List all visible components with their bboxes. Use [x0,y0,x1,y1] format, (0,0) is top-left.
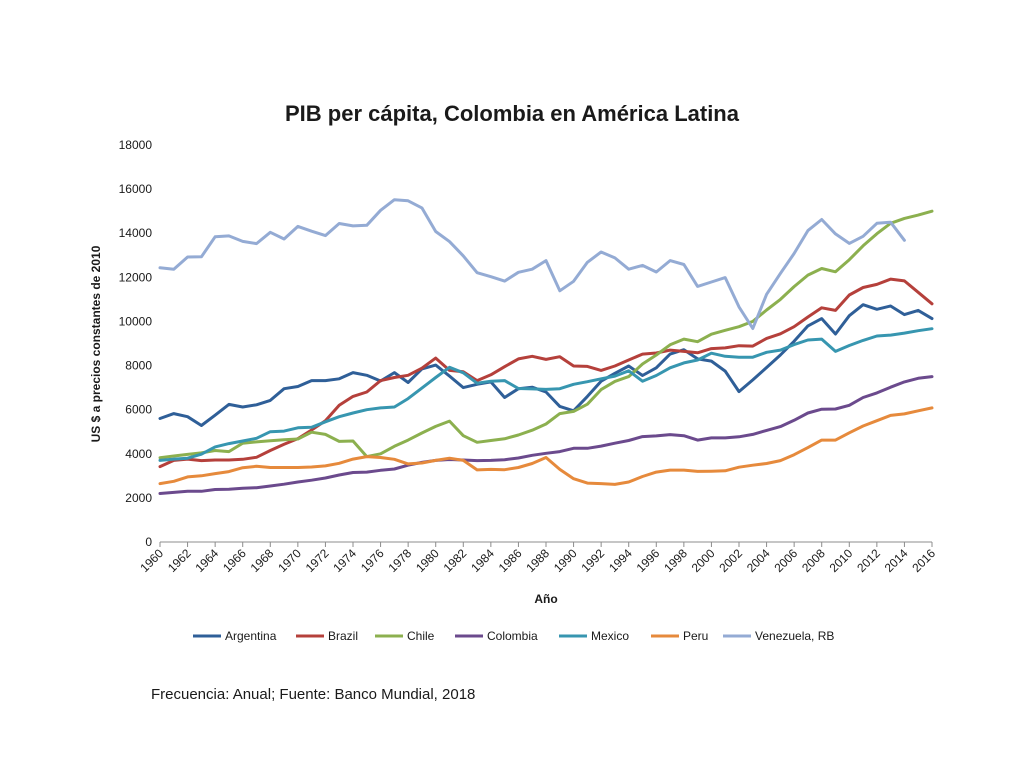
x-tick-label: 1994 [606,546,635,575]
series-line-argentina [158,303,934,427]
y-tick-label: 2000 [125,491,152,505]
legend-label-venezuela-rb: Venezuela, RB [755,629,834,643]
x-tick-label: 1976 [358,546,387,575]
x-axis-ticks: 1960196219641966196819701972197419761978… [137,542,938,575]
x-tick-label: 1990 [551,546,580,575]
x-tick-label: 1986 [496,546,525,575]
x-tick-label: 1984 [468,546,497,575]
x-tick-label: 1992 [578,546,607,575]
x-tick-label: 2000 [689,546,718,575]
x-tick-label: 1960 [137,546,166,575]
series-line-mexico [158,327,934,462]
x-tick-label: 1998 [661,546,690,575]
y-tick-label: 6000 [125,403,152,417]
x-tick-label: 1968 [248,546,277,575]
x-tick-label: 2006 [771,546,800,575]
legend-label-argentina: Argentina [225,629,277,643]
x-tick-label: 1996 [634,546,663,575]
x-tick-label: 1982 [441,546,470,575]
source-note: Frecuencia: Anual; Fuente: Banco Mundial… [151,686,476,703]
y-tick-label: 8000 [125,359,152,373]
x-tick-label: 1978 [385,546,414,575]
chart-title: PIB per cápita, Colombia en América Lati… [285,101,740,126]
x-tick-label: 1988 [523,546,552,575]
y-axis-title: US $ a precios constantes de 2010 [89,245,103,442]
y-axis-ticks: 0 2000 4000 6000 8000 10000 12000 14000 16000 180… [119,138,153,549]
x-tick-label: 1962 [165,546,194,575]
legend-label-chile: Chile [407,629,435,643]
x-tick-label: 2002 [716,546,745,575]
x-tick-label: 2008 [799,546,828,575]
y-tick-label: 14000 [119,226,153,240]
series-line-peru [158,406,934,486]
x-tick-label: 1980 [413,546,442,575]
x-tick-label: 2016 [909,546,938,575]
legend-label-colombia: Colombia [487,629,538,643]
y-tick-label: 10000 [119,314,153,328]
x-tick-label: 1966 [220,546,249,575]
y-tick-label: 12000 [119,270,153,284]
x-tick-label: 2014 [882,546,911,575]
legend-label-peru: Peru [683,629,708,643]
legend-label-mexico: Mexico [591,629,629,643]
series-line-chile [158,209,934,460]
series-line-brazil [158,277,934,469]
series-line-venezuela-rb [158,198,906,330]
legend: Argentina Brazil Chile Colombia Mexico Peru Ve… [193,629,834,643]
x-tick-label: 2004 [744,546,773,575]
y-tick-label: 4000 [125,447,152,461]
y-tick-label: 18000 [119,138,153,152]
x-axis-title: Año [534,592,557,606]
legend-label-brazil: Brazil [328,629,358,643]
x-tick-label: 2010 [827,546,856,575]
x-tick-label: 2012 [854,546,883,575]
x-tick-label: 1972 [303,546,332,575]
series-line-colombia [158,375,934,495]
y-tick-label: 16000 [119,182,153,196]
series-lines [158,198,934,495]
y-tick-label: 0 [145,535,152,549]
x-tick-label: 1974 [330,546,359,575]
x-tick-label: 1970 [275,546,304,575]
x-tick-label: 1964 [192,546,221,575]
